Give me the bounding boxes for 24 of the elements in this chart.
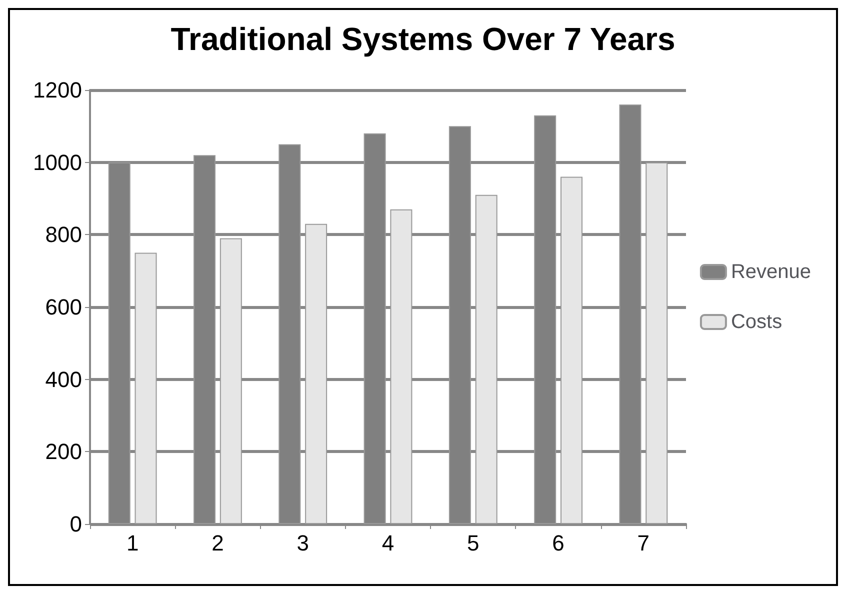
x-tick-label: 6 [552,530,564,556]
x-tick-label: 3 [296,530,309,556]
y-tick-label: 0 [70,512,82,536]
legend-label: Costs [730,311,782,333]
y-tick-label: 600 [45,294,82,320]
x-tick-label: 4 [382,530,394,556]
bar [646,162,668,524]
bar [560,176,582,524]
bar [305,224,328,524]
y-tick-label: 200 [45,439,82,464]
legend-label: Revenue [730,261,812,283]
bar [220,238,242,524]
bar [475,194,498,524]
y-tick-label: 800 [45,222,82,248]
y-tick-label: 1200 [33,78,82,102]
x-tick-label: 5 [467,530,480,556]
bar [134,252,157,524]
x-tick-label: 1 [126,530,139,556]
y-tick-label: 400 [45,366,82,392]
x-tick-label: 2 [212,530,224,556]
y-tick-label: 1000 [33,150,82,175]
bar [390,209,412,524]
x-tick-label: 7 [637,530,650,556]
chart-title: Traditional Systems Over 7 Years [170,21,676,57]
